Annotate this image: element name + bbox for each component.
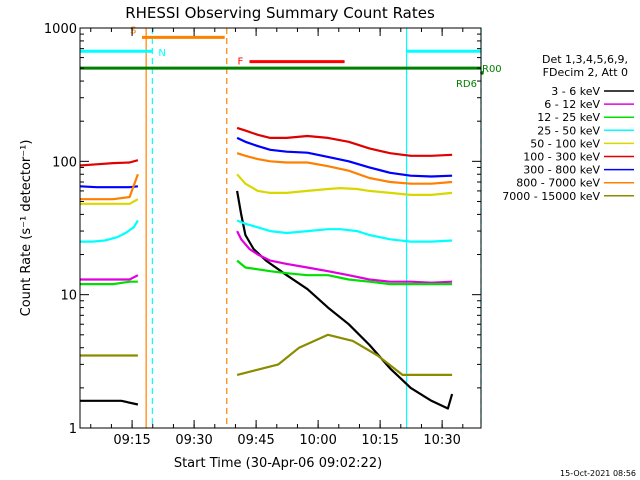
series-line-0-0 — [80, 399, 139, 406]
legend: Det 1,3,4,5,6,9,FDecim 2, Att 0 3 - 6 keV… — [502, 53, 634, 203]
y-tick-label-2: 100 — [52, 155, 77, 170]
series-line-8-1 — [236, 333, 453, 376]
series-line-1-1 — [236, 230, 453, 284]
series-line-4-1 — [236, 173, 453, 196]
legend-header-0: Det 1,3,4,5,6,9, — [542, 53, 628, 66]
legend-label-1: 6 - 12 keV — [544, 98, 600, 111]
legend-label-6: 300 - 800 keV — [523, 164, 600, 177]
bar-label-rd6: RD6 — [456, 79, 477, 90]
series-line-3-1 — [236, 219, 453, 243]
x-tick-label-1: 09:30 — [175, 433, 212, 448]
plot-frame — [79, 27, 482, 429]
legend-label-8: 7000 - 15000 keV — [502, 190, 600, 203]
y-tick-label-1: 10 — [60, 289, 77, 304]
series-line-7-1 — [236, 152, 453, 185]
series-line-2-0 — [80, 280, 138, 286]
bar-label-r00: R00 — [482, 64, 502, 75]
legend-label-2: 12 - 25 keV — [537, 111, 600, 124]
legend-label-0: 3 - 6 keV — [551, 85, 600, 98]
legend-label-3: 25 - 50 keV — [537, 124, 600, 137]
axes: 1 10 100 1000 09:15 09:30 09:45 10:00 10:15 10:30 — [44, 22, 482, 448]
chart-title: RHESSI Observing Summary Count Rates — [125, 4, 435, 22]
y-axis-label: Count Rate (s⁻¹ detector⁻¹) — [19, 140, 34, 317]
plot-area: S N F R00 RD6 — [79, 25, 502, 428]
y-tick-label-0: 1 — [69, 422, 77, 437]
timestamp: 15-Oct-2021 08:56 — [560, 469, 636, 478]
legend-label-4: 50 - 100 keV — [530, 137, 600, 150]
series-line-1-0 — [80, 274, 139, 281]
x-tick-label-5: 10:30 — [423, 433, 460, 448]
series-line-3-0 — [80, 219, 139, 243]
legend-label-5: 100 - 300 keV — [523, 151, 600, 164]
series-line-2-1 — [236, 259, 453, 286]
series-line-5-1 — [236, 126, 453, 157]
series-line-4-0 — [80, 198, 139, 205]
y-tick-label-3: 1000 — [44, 22, 77, 37]
series-line-5-0 — [79, 159, 139, 167]
bar-label-n: N — [158, 48, 165, 59]
series-line-6-0 — [79, 185, 139, 189]
x-tick-label-3: 10:00 — [299, 433, 336, 448]
x-tick-label-2: 09:45 — [237, 433, 274, 448]
series-line-7-0 — [80, 173, 139, 201]
legend-header-1: FDecim 2, Att 0 — [543, 66, 628, 79]
x-tick-label-4: 10:15 — [361, 433, 398, 448]
legend-label-7: 800 - 7000 keV — [516, 177, 600, 190]
bar-label-s: S — [130, 25, 136, 36]
bar-label-f: F — [237, 57, 243, 68]
x-tick-label-0: 09:15 — [113, 433, 150, 448]
series-line-6-1 — [236, 136, 453, 178]
x-axis-label: Start Time (30-Apr-06 09:02:22) — [174, 456, 382, 471]
series-line-0-1 — [236, 190, 454, 410]
